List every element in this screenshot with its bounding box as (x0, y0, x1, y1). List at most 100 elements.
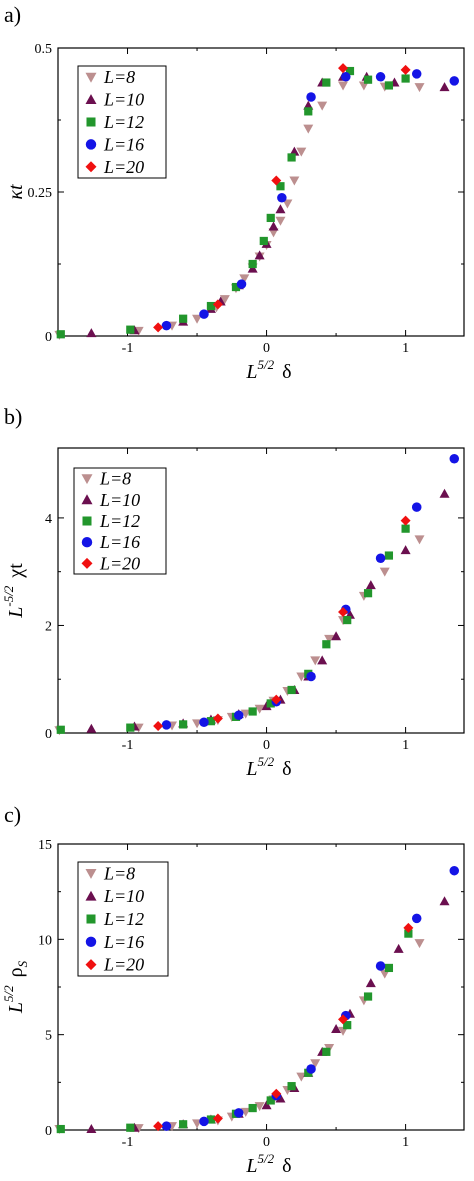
data-point (179, 720, 188, 729)
data-point (206, 1115, 216, 1124)
y-tick-label: 0.5 (35, 42, 53, 57)
data-point (338, 81, 349, 91)
data-point (199, 717, 209, 727)
data-point (345, 66, 355, 76)
data-point (306, 1064, 316, 1074)
y-tick-label: 0 (45, 727, 52, 742)
data-point (268, 221, 279, 231)
data-point (411, 69, 422, 79)
x-tick-label: 0 (263, 738, 270, 753)
data-point (449, 454, 460, 464)
panel-label: c) (4, 802, 21, 827)
legend-marker (81, 557, 93, 569)
x-tick-label: 1 (402, 738, 409, 753)
x-axis-label-tail: δ (282, 758, 291, 780)
legend-entry: L=16 (103, 134, 144, 154)
data-point (275, 1093, 286, 1103)
legend-entry: L=8 (103, 67, 135, 87)
plot-frame (57, 447, 465, 734)
data-point (276, 182, 285, 191)
x-tick-label: 0 (263, 341, 270, 356)
data-point (234, 1108, 244, 1118)
data-point (271, 1088, 282, 1099)
data-point (414, 535, 425, 545)
data-point (271, 175, 282, 186)
data-point (275, 204, 286, 214)
legend-entry: L=16 (103, 932, 144, 952)
data-point (287, 153, 296, 162)
data-point (287, 685, 296, 695)
x-axis-label-base: L (245, 1155, 257, 1176)
data-point (254, 704, 265, 714)
data-point (268, 228, 279, 238)
x-axis-label-sup: 5/2 (258, 1151, 275, 1166)
data-point (86, 328, 97, 338)
y-axis-label-base: L (5, 607, 27, 619)
data-point (240, 1107, 251, 1117)
data-point (338, 607, 349, 618)
data-point (343, 1021, 352, 1030)
panel-1: a) -1 0 1 0 0.25 0.5 L5/2 δ κt L=8 L=10L=12L=16 L=20 (4, 2, 465, 383)
legend-entry: L=8 (103, 863, 135, 883)
panel-label: a) (4, 2, 21, 27)
y-axis-label-sup: 5/2 (1, 985, 16, 1002)
legend: L=8 L=10 L=12 L=16 L=20 (77, 861, 169, 977)
legend-marker (85, 161, 97, 173)
x-tick-label: -1 (122, 341, 134, 356)
legend-entry: L=12 (99, 511, 140, 531)
x-axis-label-tail: δ (282, 361, 291, 383)
data-point (439, 488, 450, 498)
data-point (449, 865, 460, 876)
x-axis-label-tail: δ (282, 1155, 291, 1176)
data-point (282, 199, 293, 209)
data-point (439, 896, 450, 906)
data-point (296, 1072, 307, 1082)
data-point (384, 963, 394, 973)
y-axis-label-sup: -5/2 (1, 585, 16, 606)
x-axis-label-sup: 5/2 (258, 357, 275, 372)
legend-entry: L=10 (99, 490, 140, 510)
legend-marker (85, 959, 97, 971)
series-l-16 (161, 865, 460, 1131)
legend-marker (85, 72, 97, 83)
data-point (317, 101, 328, 111)
data-point (259, 236, 268, 246)
data-point (331, 631, 342, 641)
y-axis-label-main: κt (5, 184, 27, 200)
data-point (322, 640, 331, 649)
data-point (212, 713, 223, 724)
data-point (375, 553, 386, 563)
legend-entry: L=10 (103, 886, 144, 906)
legend: L=8L=10L=12L=16L=20 (73, 467, 167, 575)
data-point (126, 1123, 135, 1132)
legend-marker (85, 869, 97, 879)
x-axis-label: L5/2 δ (245, 754, 291, 780)
data-point (212, 299, 223, 310)
data-point (400, 515, 411, 526)
legend-entry: L=12 (103, 909, 144, 929)
data-point (384, 551, 394, 560)
legend-entry: L=12 (103, 112, 144, 132)
x-tick-label: -1 (122, 1135, 134, 1150)
y-axis-label: L-5/2 χt (1, 563, 27, 619)
data-point (192, 314, 203, 324)
x-axis-label-base: L (245, 758, 257, 780)
data-point (126, 325, 135, 334)
data-point (219, 295, 230, 305)
legend-entry: L=20 (103, 955, 144, 975)
data-point (363, 589, 373, 598)
data-point (296, 672, 307, 682)
data-point (322, 1047, 331, 1056)
data-point (248, 259, 257, 269)
series-l-20 (153, 515, 411, 732)
legend-entry: L=10 (103, 90, 144, 110)
data-point (277, 193, 287, 203)
data-point (338, 63, 349, 74)
y-tick-label: 2 (45, 619, 52, 634)
data-point (304, 107, 313, 116)
data-point (236, 279, 247, 289)
